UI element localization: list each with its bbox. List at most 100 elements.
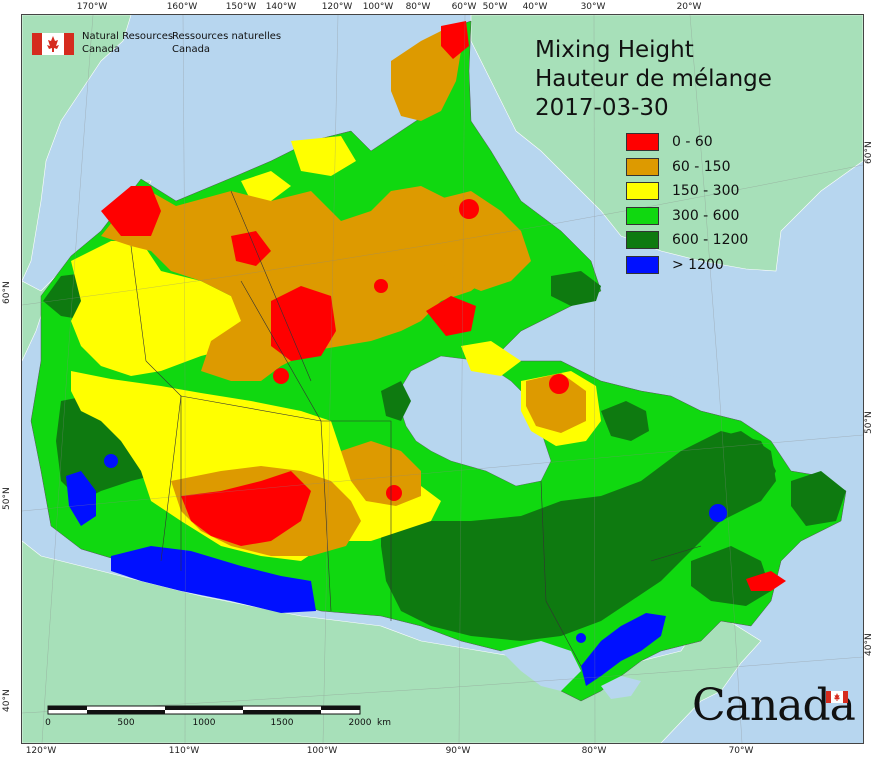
region-150-300-baffin [461,341,521,376]
region-60-150-quebec [526,373,586,433]
region-over-1200-southwest [111,546,316,613]
region-0-60-baffin-spot [459,199,479,219]
legend: 0 - 60 60 - 150 150 - 300 300 - 600 600 … [626,130,748,277]
lon-label-top: 140°W [265,2,297,12]
lon-label-top: 80°W [405,2,431,12]
wordmark-flag-icon [826,691,848,703]
region-150-300-arctic2 [291,136,356,176]
region-0-60-baffin [426,296,476,336]
legend-item: 300 - 600 [626,204,748,229]
region-60-150-baffin [431,191,531,291]
lon-label-top: 160°W [166,2,198,12]
legend-label: 600 - 1200 [672,232,749,249]
region-600-1200-hudson-w [381,381,411,421]
lon-label-top: 100°W [362,2,394,12]
region-0-60-yukon [101,186,161,236]
graticule [22,15,863,743]
map-frame [21,14,864,744]
scale-label: 500 [117,718,135,728]
lon-label-top: 50°W [482,2,508,12]
region-over-1200-spot1 [104,454,118,468]
lake-ontario [601,676,641,699]
scale-label: 1500 [270,718,294,728]
region-0-60-maritime [746,571,786,591]
legend-swatch [626,231,659,250]
legend-swatch [626,255,659,274]
lat-label-left: 40°N [2,689,12,712]
region-600-1200-north [551,271,601,306]
agency-name-fr: Ressources naturelles Canada [172,30,292,56]
scale-label: 0 [45,718,51,728]
lon-label-top: 20°W [676,2,702,12]
region-0-60-quebec-spot [549,374,569,394]
agency-name-en: Natural Resources Canada [82,30,182,56]
scale-label: 1000 [192,718,216,728]
region-over-1200-bc-coast [66,471,96,526]
region-600-1200-labrador [696,431,776,511]
legend-label: 60 - 150 [672,158,731,175]
region-0-60-prairie [181,471,311,546]
scale-unit: km [377,718,391,728]
lon-label-top: 40°W [522,2,548,12]
region-0-60-nwt-spot [273,368,289,384]
lon-label-bottom: 90°W [445,746,471,756]
lon-label-bottom: 70°W [728,746,754,756]
lon-label-bottom: 120°W [25,746,57,756]
region-over-1200-spot2 [709,504,727,522]
agency-fr-line2: Canada [172,44,211,55]
lon-label-top: 150°W [225,2,257,12]
legend-label: > 1200 [672,256,724,273]
scale-bar: 0 500 1000 1500 2000 km [44,704,391,728]
region-over-1200-ontario [581,613,666,686]
hudson-bay [395,355,552,487]
legend-swatch [626,157,659,176]
legend-item: 60 - 150 [626,155,748,180]
title-date: 2017-03-30 [535,95,669,121]
region-600-1200-newfoundland [791,471,846,526]
legend-label: 0 - 60 [672,134,713,151]
region-60-150-ellesmere [391,31,461,121]
lat-label-right: 60°N [864,141,874,164]
legend-label: 150 - 300 [672,183,740,200]
mixing-height-map [22,15,863,743]
legend-swatch [626,133,659,152]
region-150-300-arctic [241,171,291,201]
lon-label-top: 170°W [76,2,108,12]
great-lakes [501,641,581,691]
legend-swatch [626,182,659,201]
region-600-1200-east [381,431,776,641]
region-0-60-arctic [231,231,271,266]
legend-item: > 1200 [626,253,748,278]
region-600-1200-quebec [601,401,649,441]
lat-label-left: 60°N [2,281,12,304]
region-over-1200-spot3 [576,633,586,643]
title-fr: Hauteur de mélange [535,66,772,92]
legend-item: 150 - 300 [626,179,748,204]
region-0-60-hudson-spot [386,485,402,501]
region-0-60-arctic-spot [374,279,388,293]
scale-label: 2000 [348,718,372,728]
agency-fr-line1: Ressources naturelles [172,31,282,42]
canada-wordmark: Canada [692,680,856,731]
legend-item: 600 - 1200 [626,228,748,253]
agency-en-line2: Canada [82,44,121,55]
lon-label-bottom: 110°W [168,746,200,756]
lon-label-top: 30°W [580,2,606,12]
agency-en-line1: Natural Resources [82,31,174,42]
lon-label-top: 120°W [321,2,353,12]
legend-item: 0 - 60 [626,130,748,155]
canada-flag-icon [32,33,74,55]
lon-label-bottom: 80°W [581,746,607,756]
lon-label-bottom: 100°W [306,746,338,756]
provincial-borders [130,190,702,667]
foreign-land-alaska [22,15,132,282]
scale-bar-graphic [47,705,361,715]
lat-label-left: 50°N [2,487,12,510]
region-60-150-north [101,186,501,381]
region-0-60-nwt [271,286,336,361]
title-en: Mixing Height [535,37,694,63]
legend-label: 300 - 600 [672,207,740,224]
legend-swatch [626,206,659,225]
region-0-60-ellesmere [441,21,469,59]
